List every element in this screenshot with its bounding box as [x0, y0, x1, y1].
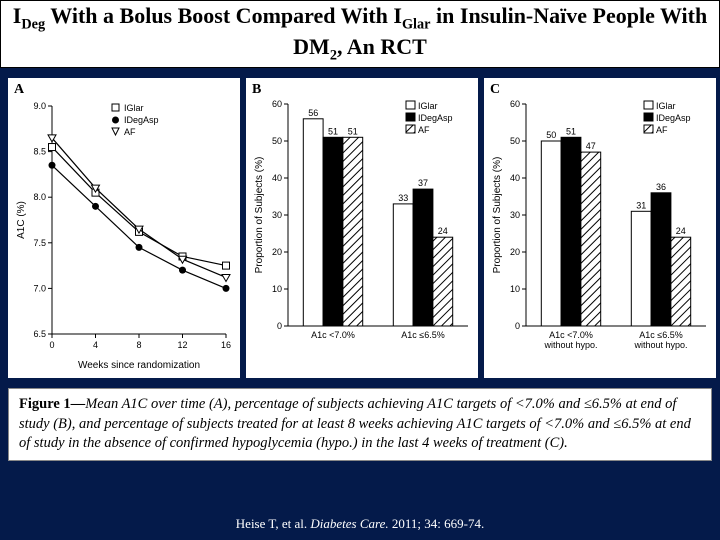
- svg-text:IDegAsp: IDegAsp: [124, 115, 159, 125]
- panels-row: A 6.5 7.0 7.5 8.0 8.5 9.0 0 4 8 12 16 Weeks since r…: [0, 68, 720, 378]
- svg-text:AF: AF: [124, 127, 136, 137]
- svg-text:24: 24: [676, 226, 686, 236]
- svg-text:56: 56: [308, 108, 318, 118]
- citation: Heise T, et al. Diabetes Care. 2011; 34:…: [0, 516, 720, 532]
- panel-b: B 0 10 20 30 40 50 60 Proportion of Subjects (%…: [246, 78, 478, 378]
- svg-text:51: 51: [566, 126, 576, 136]
- svg-text:47: 47: [586, 141, 596, 151]
- slide: IDeg With a Bolus Boost Compared With IG…: [0, 0, 720, 540]
- svg-text:Proportion of Subjects (%): Proportion of Subjects (%): [254, 157, 265, 274]
- panel-a-label: A: [14, 82, 24, 98]
- svg-text:A1c ≤6.5%: A1c ≤6.5%: [639, 330, 682, 340]
- svg-text:60: 60: [272, 99, 282, 109]
- svg-text:10: 10: [272, 284, 282, 294]
- svg-text:50: 50: [272, 136, 282, 146]
- svg-text:8.0: 8.0: [33, 192, 46, 202]
- svg-text:AF: AF: [418, 125, 430, 135]
- svg-text:A1C (%): A1C (%): [16, 201, 27, 239]
- svg-text:40: 40: [272, 173, 282, 183]
- svg-text:A1c ≤6.5%: A1c ≤6.5%: [401, 330, 444, 340]
- panel-a-chart: 6.5 7.0 7.5 8.0 8.5 9.0 0 4 8 12 16 Weeks since ran…: [12, 84, 236, 374]
- svg-text:7.0: 7.0: [33, 283, 46, 293]
- svg-text:IDegAsp: IDegAsp: [656, 113, 691, 123]
- svg-text:30: 30: [272, 210, 282, 220]
- svg-text:AF: AF: [656, 125, 668, 135]
- svg-text:40: 40: [510, 173, 520, 183]
- svg-text:20: 20: [272, 247, 282, 257]
- svg-text:51: 51: [328, 126, 338, 136]
- svg-text:20: 20: [510, 247, 520, 257]
- svg-text:50: 50: [510, 136, 520, 146]
- svg-text:0: 0: [277, 321, 282, 331]
- svg-text:8.5: 8.5: [33, 147, 46, 157]
- svg-text:Proportion of Subjects (%): Proportion of Subjects (%): [492, 157, 503, 274]
- svg-text:16: 16: [221, 340, 231, 350]
- svg-text:IGlar: IGlar: [656, 101, 676, 111]
- panel-c-chart: 0 10 20 30 40 50 60 Proportion of Subjects (%) I…: [488, 84, 712, 374]
- svg-text:12: 12: [177, 340, 187, 350]
- title-bar: IDeg With a Bolus Boost Compared With IG…: [0, 0, 720, 68]
- svg-text:IGlar: IGlar: [124, 103, 144, 113]
- svg-text:50: 50: [546, 130, 556, 140]
- svg-text:9.0: 9.0: [33, 101, 46, 111]
- svg-text:6.5: 6.5: [33, 329, 46, 339]
- panel-b-chart: 0 10 20 30 40 50 60 Proportion of Subjects (%) I…: [250, 84, 474, 374]
- title-text: IDeg With a Bolus Boost Compared With IG…: [11, 3, 709, 64]
- svg-text:36: 36: [656, 182, 666, 192]
- svg-text:A1c <7.0%: A1c <7.0%: [549, 330, 593, 340]
- svg-text:Weeks since randomization: Weeks since randomization: [78, 360, 200, 371]
- svg-text:30: 30: [510, 210, 520, 220]
- panel-c: C 0 10 20 30 40 50 60 Proportion of Subjects (%…: [484, 78, 716, 378]
- svg-text:33: 33: [398, 193, 408, 203]
- svg-text:0: 0: [515, 321, 520, 331]
- figure-caption: Figure 1—Mean A1C over time (A), percent…: [8, 388, 712, 461]
- panel-b-label: B: [252, 82, 261, 98]
- svg-text:51: 51: [348, 126, 358, 136]
- svg-text:8: 8: [136, 340, 141, 350]
- svg-text:A1c <7.0%: A1c <7.0%: [311, 330, 355, 340]
- svg-text:without hypo.: without hypo.: [543, 340, 597, 350]
- svg-text:37: 37: [418, 178, 428, 188]
- panel-c-label: C: [490, 82, 500, 98]
- svg-text:4: 4: [93, 340, 98, 350]
- svg-text:24: 24: [438, 226, 448, 236]
- svg-text:0: 0: [49, 340, 54, 350]
- svg-text:7.5: 7.5: [33, 238, 46, 248]
- svg-text:IGlar: IGlar: [418, 101, 438, 111]
- svg-text:10: 10: [510, 284, 520, 294]
- svg-text:60: 60: [510, 99, 520, 109]
- panel-a: A 6.5 7.0 7.5 8.0 8.5 9.0 0 4 8 12 16 Weeks since r…: [8, 78, 240, 378]
- svg-text:31: 31: [636, 200, 646, 210]
- svg-text:without hypo.: without hypo.: [633, 340, 687, 350]
- svg-text:IDegAsp: IDegAsp: [418, 113, 453, 123]
